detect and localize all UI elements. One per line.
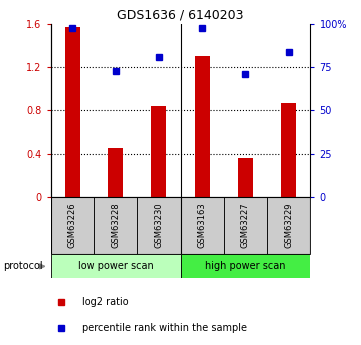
Bar [65, 27, 80, 197]
Text: percentile rank within the sample: percentile rank within the sample [82, 323, 247, 333]
Bar [281, 103, 296, 197]
Bar [51, 254, 180, 278]
Bar [224, 197, 267, 254]
Bar [180, 197, 224, 254]
Text: GSM63226: GSM63226 [68, 202, 77, 248]
Bar [51, 197, 94, 254]
Text: GSM63227: GSM63227 [241, 202, 250, 248]
Bar [267, 197, 310, 254]
Bar [180, 254, 310, 278]
Bar [195, 57, 210, 197]
Text: GSM63230: GSM63230 [155, 202, 163, 248]
Text: GSM63163: GSM63163 [198, 202, 206, 248]
Bar [137, 197, 180, 254]
Text: log2 ratio: log2 ratio [82, 297, 129, 306]
Text: low power scan: low power scan [78, 261, 153, 270]
Text: high power scan: high power scan [205, 261, 286, 270]
Bar [151, 106, 166, 197]
Bar [108, 148, 123, 197]
Text: GDS1636 / 6140203: GDS1636 / 6140203 [117, 9, 244, 22]
Text: GSM63229: GSM63229 [284, 203, 293, 248]
Bar [238, 158, 253, 197]
Text: GSM63228: GSM63228 [111, 202, 120, 248]
Text: protocol: protocol [4, 262, 43, 271]
Bar [94, 197, 137, 254]
